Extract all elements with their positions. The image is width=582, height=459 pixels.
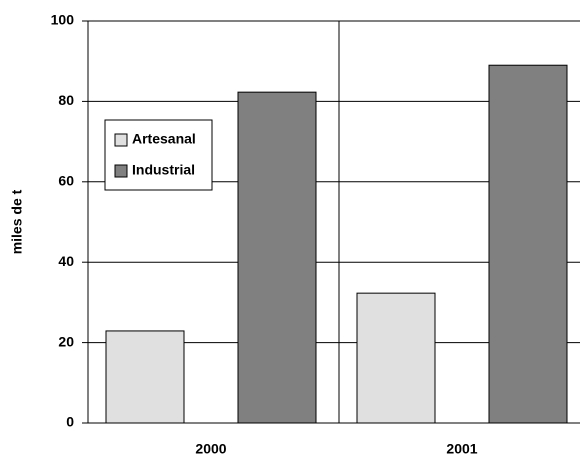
legend-swatch — [114, 164, 128, 178]
legend-swatch — [114, 133, 128, 147]
y-tick-label: 0 — [66, 414, 74, 430]
bar — [488, 64, 568, 424]
y-tick-label: 80 — [58, 92, 74, 108]
legend-label: Artesanal — [132, 131, 196, 147]
y-tick-label: 40 — [58, 253, 74, 269]
y-tick-label: 60 — [58, 173, 74, 189]
bar — [356, 292, 436, 424]
bar — [105, 330, 185, 424]
legend-label: Industrial — [132, 162, 195, 178]
y-tick-label: 20 — [58, 333, 74, 349]
y-axis-label: miles de t — [9, 189, 25, 254]
y-tick-label: 100 — [51, 12, 75, 28]
x-tick-label: 2000 — [195, 441, 226, 457]
legend-box — [104, 119, 213, 191]
bar — [237, 91, 317, 424]
x-tick-label: 2001 — [446, 441, 477, 457]
